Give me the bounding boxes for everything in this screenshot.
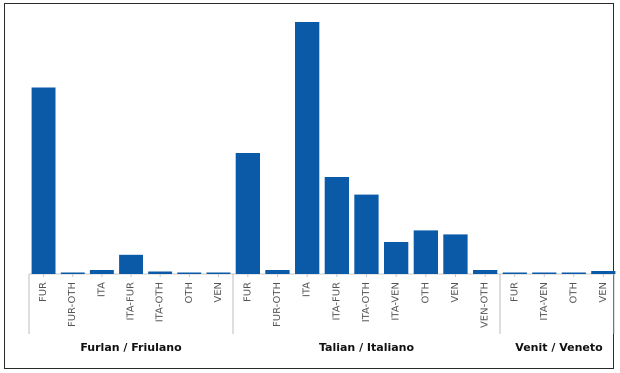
bar-ita-fur-1 xyxy=(324,177,349,274)
bar-fur-oth-0 xyxy=(60,272,85,274)
bar-fur-0 xyxy=(31,87,56,274)
bar-oth-1 xyxy=(413,230,438,274)
x-tick-label: ITA-VEN xyxy=(391,282,402,321)
x-tick-label: VEN-OTH xyxy=(480,282,491,328)
x-tick-label: ITA-FUR xyxy=(331,282,342,321)
bar-fur-2 xyxy=(502,272,527,274)
bar-ven-0 xyxy=(206,272,231,274)
bar-ven-2 xyxy=(591,271,616,274)
x-tick-label: ITA-FUR xyxy=(126,282,137,321)
x-tick-label: FUR xyxy=(509,282,520,302)
group-label: Venit / Veneto xyxy=(515,341,603,354)
x-tick-label: FUR-OTH xyxy=(67,282,78,327)
bar-ita-ven-1 xyxy=(384,242,409,274)
x-tick-label: OTH xyxy=(420,282,431,304)
x-tick-label: ITA-OTH xyxy=(155,282,166,322)
bar-oth-0 xyxy=(177,272,202,274)
bar-ita-ven-2 xyxy=(532,272,557,274)
x-tick-label: OTH xyxy=(184,282,195,304)
bar-ven-oth-1 xyxy=(473,270,498,274)
x-tick-label: FUR xyxy=(38,282,49,302)
x-tick-label: ITA xyxy=(96,282,107,297)
bar-ita-fur-0 xyxy=(119,254,143,274)
bar-oth-2 xyxy=(561,272,586,274)
bar-ita-0 xyxy=(89,270,114,274)
bar-ita-oth-1 xyxy=(354,194,379,274)
x-tick-label: ITA-VEN xyxy=(539,282,550,321)
bar-fur-oth-1 xyxy=(265,270,290,274)
x-tick-label: ITA xyxy=(302,282,313,297)
bar-ven-1 xyxy=(443,234,468,274)
x-tick-label: VEN xyxy=(598,282,609,303)
group-label: Furlan / Friulano xyxy=(80,341,182,354)
x-tick-label: ITA-OTH xyxy=(361,282,372,322)
bar-ita-oth-0 xyxy=(148,271,173,274)
bar-ita-1 xyxy=(295,22,320,274)
bar-fur-1 xyxy=(235,153,260,274)
x-tick-label: FUR-OTH xyxy=(272,282,283,327)
x-tick-label: FUR xyxy=(242,282,253,302)
x-tick-label: OTH xyxy=(568,282,579,304)
x-tick-label: VEN xyxy=(450,282,461,303)
group-label: Talian / Italiano xyxy=(319,341,415,354)
x-tick-label: VEN xyxy=(213,282,224,303)
